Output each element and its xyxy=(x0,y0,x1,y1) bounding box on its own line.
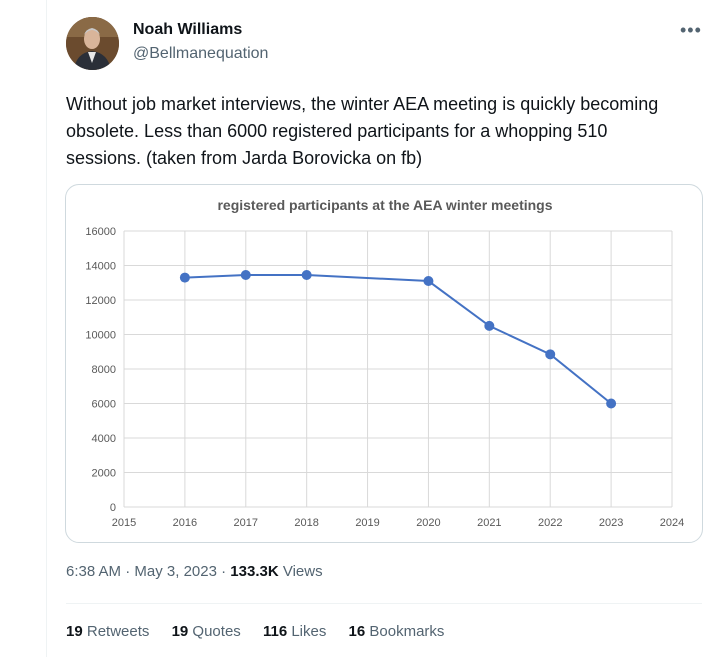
y-tick-label: 14000 xyxy=(85,261,116,273)
views-count: 133.3K xyxy=(230,563,279,580)
engagement-stats: 19 Retweets 19 Quotes 116 Likes 16 Bookm… xyxy=(66,623,462,640)
data-point xyxy=(423,276,434,287)
author-handle[interactable]: @Bellmanequation xyxy=(133,45,269,62)
line-chart: registered participants at the AEA winte… xyxy=(85,197,684,529)
x-tick-label: 2020 xyxy=(416,517,440,529)
retweets-stat[interactable]: 19 Retweets xyxy=(66,623,149,640)
y-tick-label: 16000 xyxy=(85,226,116,238)
x-tick-label: 2016 xyxy=(173,517,197,529)
chart-grid xyxy=(123,230,673,508)
chart-title: registered participants at the AEA winte… xyxy=(217,197,552,213)
y-tick-label: 10000 xyxy=(85,330,116,342)
x-tick-label: 2017 xyxy=(234,517,258,529)
timeline-border xyxy=(46,0,47,657)
bookmarks-count: 16 xyxy=(348,623,366,640)
x-tick-label: 2015 xyxy=(112,517,136,529)
x-axis: 2015 2016 2017 2018 2019 2020 2021 2022 2023 2024 xyxy=(112,517,684,529)
data-point xyxy=(301,269,312,280)
retweets-count: 19 xyxy=(66,623,83,640)
y-tick-label: 2000 xyxy=(92,468,116,480)
likes-count: 116 xyxy=(262,623,288,640)
series-path xyxy=(184,273,612,405)
x-tick-label: 2019 xyxy=(355,517,379,529)
tweet-meta: 6:38 AM · May 3, 2023 · 133.3K Views xyxy=(66,563,323,580)
data-point xyxy=(606,398,617,409)
quotes-label: Quotes xyxy=(192,623,241,640)
y-tick-label: 8000 xyxy=(92,364,116,376)
meta-separator: · xyxy=(221,563,227,580)
x-tick-label: 2023 xyxy=(599,517,623,529)
y-tick-label: 12000 xyxy=(85,295,116,307)
x-tick-label: 2022 xyxy=(538,517,562,529)
data-point xyxy=(240,269,251,280)
data-point xyxy=(179,272,190,283)
views-label: Views xyxy=(282,563,323,580)
bookmarks-stat[interactable]: 16 Bookmarks xyxy=(349,623,445,640)
tweet-time[interactable]: 6:38 AM xyxy=(66,563,122,580)
bookmarks-label: Bookmarks xyxy=(369,623,445,640)
data-point xyxy=(545,349,556,360)
tweet-date[interactable]: May 3, 2023 xyxy=(134,563,217,580)
tweet-text: Without job market interviews, the winte… xyxy=(66,94,659,168)
retweets-label: Retweets xyxy=(86,623,150,640)
y-tick-label: 4000 xyxy=(92,433,116,445)
quotes-stat[interactable]: 19 Quotes xyxy=(172,623,241,640)
x-tick-label: 2018 xyxy=(294,517,318,529)
author-name[interactable]: Noah Williams xyxy=(133,21,243,38)
likes-label: Likes xyxy=(291,623,327,640)
y-axis: 0 2000 4000 6000 8000 10000 12000 14000 16000 xyxy=(85,226,116,514)
more-options-button[interactable]: ••• xyxy=(680,20,702,41)
divider xyxy=(66,603,702,604)
chart-image[interactable]: registered participants at the AEA winte… xyxy=(65,184,703,543)
avatar-image xyxy=(66,17,119,70)
quotes-count: 19 xyxy=(171,623,189,640)
series-line xyxy=(179,269,617,409)
avatar[interactable] xyxy=(66,17,119,70)
more-horizontal-icon: ••• xyxy=(680,20,702,40)
data-point xyxy=(484,320,495,331)
y-tick-label: 0 xyxy=(110,502,116,514)
likes-stat[interactable]: 116 Likes xyxy=(263,623,326,640)
meta-separator: · xyxy=(125,563,131,580)
x-tick-label: 2024 xyxy=(660,517,684,529)
x-tick-label: 2021 xyxy=(477,517,501,529)
y-tick-label: 6000 xyxy=(92,399,116,411)
